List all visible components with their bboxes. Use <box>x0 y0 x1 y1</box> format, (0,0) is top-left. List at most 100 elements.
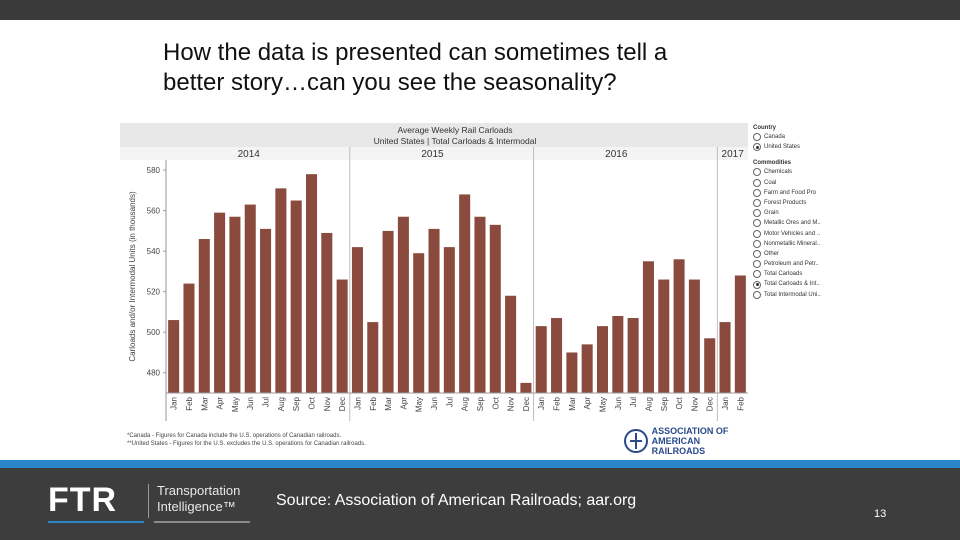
radio-icon[interactable] <box>753 143 761 152</box>
radio-icon[interactable] <box>753 168 761 177</box>
commodity-option[interactable]: Coal <box>753 178 843 188</box>
x-tick-label: Jul <box>629 397 638 407</box>
radio-icon[interactable] <box>753 290 761 299</box>
country-option[interactable]: Canada <box>753 132 843 142</box>
bar <box>566 352 578 393</box>
bar <box>612 316 624 393</box>
commodity-option-label: Petroleum and Petr.. <box>764 261 819 268</box>
commodity-option[interactable]: Total Intermodal Uni.. <box>753 290 843 300</box>
x-tick-label: Aug <box>277 397 286 411</box>
bar <box>305 174 318 393</box>
ftr-subtitle-line-2: Intelligence™ <box>157 499 236 514</box>
bar <box>367 322 379 393</box>
commodity-option-label: Farm and Food Pro <box>764 189 817 196</box>
x-tick-label: Oct <box>675 396 684 409</box>
bar <box>244 204 256 393</box>
footnote-united-states: **United States - Figures for the U.S. e… <box>127 441 366 447</box>
x-tick-label: Dec <box>338 397 347 411</box>
bar <box>168 320 180 393</box>
radio-icon[interactable] <box>753 270 761 279</box>
year-label: 2017 <box>722 149 745 160</box>
commodity-option[interactable]: Grain <box>753 208 843 218</box>
x-tick-label: Nov <box>690 397 699 411</box>
commodity-option[interactable]: Nonmetallic Mineral.. <box>753 239 843 249</box>
ftr-underline-gray <box>154 521 250 523</box>
commodity-option-label: Coal <box>764 179 777 186</box>
slide-title-line-1: How the data is presented can sometimes … <box>163 39 668 66</box>
commodity-option[interactable]: Other <box>753 249 843 259</box>
commodity-option[interactable]: Motor Vehicles and .. <box>753 229 843 239</box>
chart-panel: Average Weekly Rail Carloads United State… <box>120 123 840 458</box>
x-tick-label: Jul <box>262 397 271 407</box>
top-bar <box>0 0 960 20</box>
x-tick-label: Jun <box>430 397 439 410</box>
x-tick-label: May <box>231 397 240 412</box>
radio-icon[interactable] <box>753 133 761 142</box>
y-tick-label: 560 <box>147 207 161 216</box>
country-option-label: United States <box>764 144 801 151</box>
radio-icon[interactable] <box>753 229 761 238</box>
year-header-row <box>120 147 748 160</box>
bar <box>459 194 471 393</box>
bar <box>183 283 195 393</box>
bar <box>336 279 348 393</box>
radio-icon[interactable] <box>753 239 761 248</box>
aar-logo: ASSOCIATION OF AMERICAN RAILROADS <box>624 426 754 456</box>
commodity-option[interactable]: Petroleum and Petr.. <box>753 259 843 269</box>
x-tick-label: Dec <box>522 397 531 411</box>
radio-icon[interactable] <box>753 280 761 289</box>
x-tick-label: Feb <box>369 396 378 410</box>
x-tick-label: Jan <box>721 397 730 410</box>
commodity-option-label: Total Carloads & Int.. <box>764 281 820 288</box>
commodity-option[interactable]: Chemicals <box>753 167 843 177</box>
country-option[interactable]: United States <box>753 142 843 152</box>
x-tick-label: Aug <box>461 397 470 411</box>
bar <box>443 247 455 393</box>
accent-bar <box>0 460 960 468</box>
chart-title: Average Weekly Rail Carloads <box>398 125 513 135</box>
x-tick-label: Jun <box>614 397 623 410</box>
x-tick-label: Apr <box>216 397 225 410</box>
bar <box>596 326 609 393</box>
x-tick-label: Mar <box>200 397 209 411</box>
bar <box>535 326 547 393</box>
commodity-option[interactable]: Total Carloads <box>753 269 843 279</box>
bar <box>321 232 333 393</box>
ftr-logo-divider <box>148 484 149 518</box>
y-tick-label: 580 <box>147 166 161 175</box>
bar <box>214 212 226 393</box>
radio-icon[interactable] <box>753 188 761 197</box>
radio-icon[interactable] <box>753 199 761 208</box>
footnote-canada: *Canada - Figures for Canada include the… <box>127 433 342 439</box>
bar <box>673 259 685 393</box>
bar <box>229 216 241 393</box>
commodity-option-label: Total Intermodal Uni.. <box>764 291 821 298</box>
radio-icon[interactable] <box>753 219 761 228</box>
aar-logo-line-1: ASSOCIATION OF <box>651 426 729 436</box>
y-tick-label: 540 <box>147 247 161 256</box>
radio-icon[interactable] <box>753 249 761 258</box>
ftr-logo: FTR <box>48 481 118 519</box>
country-heading: Country <box>753 125 776 131</box>
radio-icon[interactable] <box>753 260 761 269</box>
bar <box>428 228 440 393</box>
y-tick-label: 480 <box>147 369 161 378</box>
radio-icon[interactable] <box>753 209 761 218</box>
bar <box>290 200 302 393</box>
commodity-option[interactable]: Total Carloads & Int.. <box>753 279 843 289</box>
source-citation: Source: Association of American Railroad… <box>276 492 637 509</box>
chart-subtitle: United States | Total Carloads & Intermo… <box>374 136 537 146</box>
commodities-heading: Commodities <box>753 160 792 167</box>
footer-bar <box>0 468 960 540</box>
commodity-option[interactable]: Forest Products <box>753 198 843 208</box>
aar-logo-line-2: AMERICAN RAILROADS <box>651 436 706 456</box>
x-tick-label: Nov <box>507 397 516 411</box>
slide-title-line-2: better story…can you see the seasonality… <box>163 69 617 96</box>
bar <box>658 279 670 393</box>
radio-icon[interactable] <box>753 178 761 187</box>
commodity-option[interactable]: Metallic Ores and M.. <box>753 218 843 228</box>
commodity-option[interactable]: Farm and Food Pro <box>753 188 843 198</box>
ftr-subtitle-line-1: Transportation <box>157 483 241 498</box>
year-label: 2016 <box>605 149 628 160</box>
